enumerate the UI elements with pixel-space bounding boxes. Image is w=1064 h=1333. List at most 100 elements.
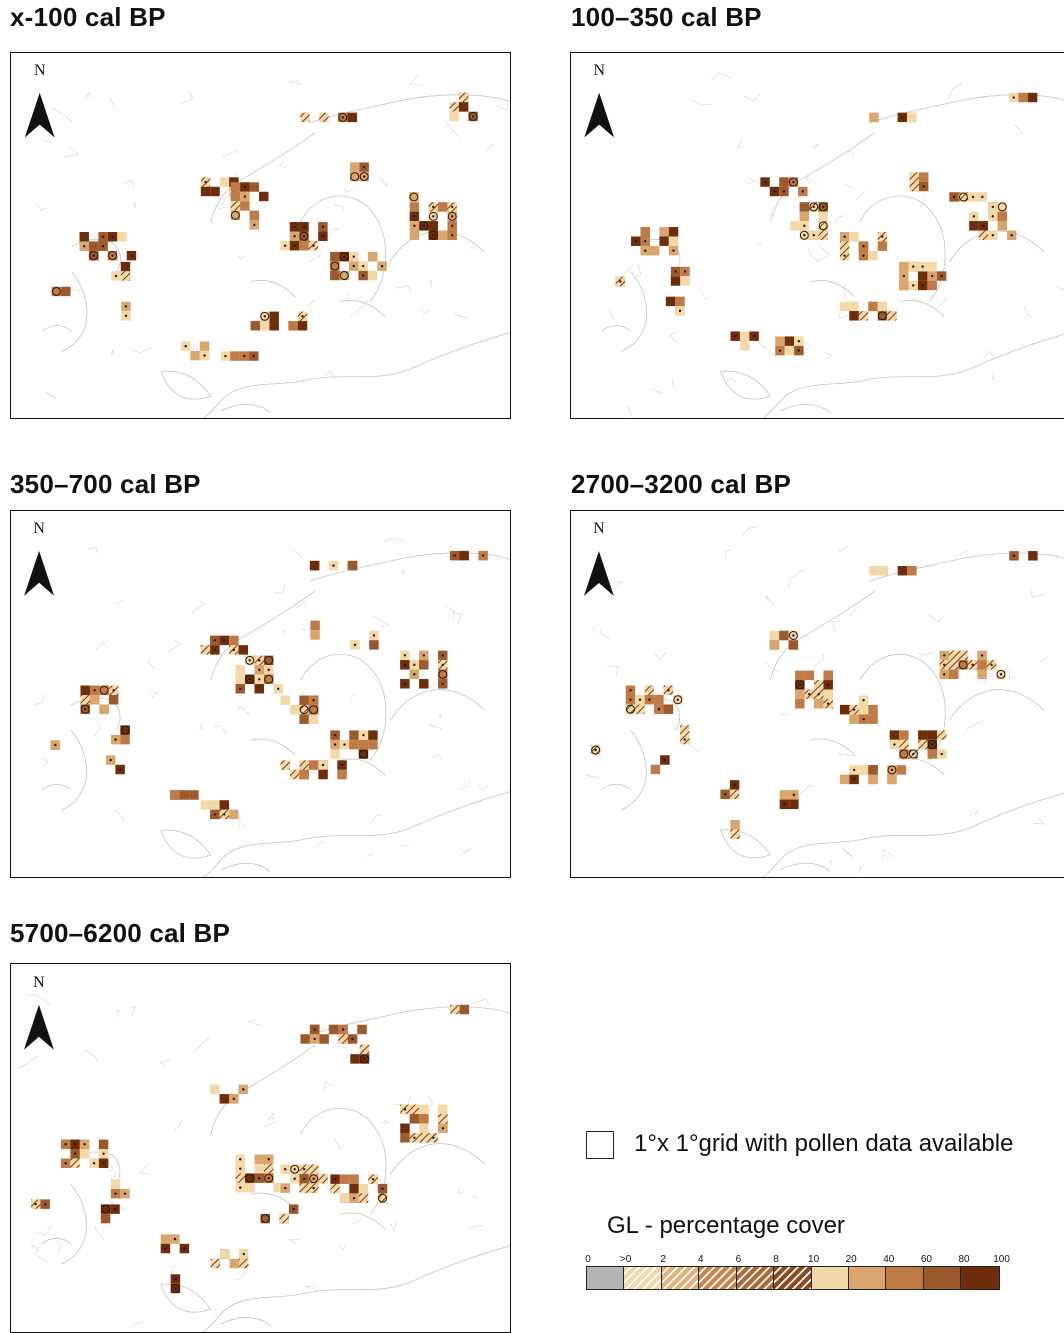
border-line [350, 692, 356, 704]
border-line [840, 150, 855, 157]
site-dot [432, 234, 435, 237]
site-dot [808, 693, 811, 696]
grid-cell [659, 227, 669, 237]
grid-cell [1018, 92, 1028, 103]
grid-cell [997, 202, 1007, 212]
grid-cell [649, 245, 660, 256]
site-dot [971, 663, 974, 667]
grid-cell-hatched [909, 172, 919, 182]
coastline [220, 863, 271, 873]
site-dot [451, 205, 454, 209]
scale-tick-label: 40 [883, 1254, 895, 1265]
border-line [668, 331, 679, 344]
site-circle [378, 1193, 387, 1203]
site-dot [441, 682, 444, 685]
grid-cell [99, 685, 109, 695]
grid-cell [263, 674, 274, 685]
coastline [160, 1283, 212, 1313]
site-dot [112, 689, 115, 692]
grid-cell [349, 739, 359, 750]
grid-cell [897, 566, 908, 576]
grid-cell [299, 695, 309, 705]
grid-cell [260, 1213, 270, 1224]
grid-cell [51, 286, 62, 297]
coastline [620, 271, 647, 352]
site-dot [451, 215, 454, 218]
site-dot [657, 707, 661, 711]
grid-cell [969, 221, 979, 231]
grid-cell [769, 640, 780, 650]
map-svg: N [24, 62, 510, 418]
border-line [725, 550, 732, 561]
border-line [147, 660, 155, 669]
grid-cell [310, 630, 320, 640]
grid-cell [459, 1004, 470, 1015]
border-line [457, 1188, 462, 1195]
scale-swatch-hatched [774, 1267, 812, 1289]
grid-cell [330, 749, 340, 759]
site-dot [778, 349, 782, 352]
border-line [940, 295, 947, 307]
grid-cell [917, 271, 928, 281]
site-circle [908, 749, 918, 759]
border-line [344, 186, 359, 193]
grid-cell [438, 669, 448, 680]
grid-cell [419, 1123, 429, 1134]
grid-cell [896, 765, 907, 775]
border-line [108, 1197, 127, 1211]
grid-cell [675, 296, 685, 307]
grid-cell [795, 670, 805, 681]
border-line [824, 352, 834, 359]
site-dot [124, 305, 128, 308]
site-circle [927, 740, 937, 750]
border-line [1023, 306, 1033, 320]
site-dot [990, 663, 993, 667]
coastline [250, 280, 296, 297]
site-dot [890, 768, 894, 772]
border-line [612, 581, 623, 587]
grid-cell [61, 286, 71, 297]
site-dot [293, 244, 296, 247]
grid-cell-hatched [948, 650, 959, 661]
grid-cell-hatched [377, 1193, 388, 1203]
border-line [301, 628, 308, 631]
border-line [811, 143, 819, 149]
grid-cell [230, 182, 241, 192]
site-dot [224, 354, 227, 358]
site-dot [991, 215, 994, 218]
border-line [882, 848, 895, 859]
grid-cell [330, 261, 340, 271]
coastline [389, 1143, 486, 1175]
site-dot [73, 1152, 77, 1155]
grid-cell [179, 790, 190, 800]
grid-cell [927, 280, 937, 291]
site-dot [184, 344, 187, 348]
site-circle [245, 655, 255, 665]
scale-swatch [587, 1267, 625, 1289]
legend-title: GL - percentage cover [607, 1212, 845, 1239]
grid-cell [235, 674, 246, 685]
north-arrow-icon [583, 551, 614, 596]
border-line [216, 203, 233, 210]
site-dot [683, 270, 687, 273]
site-dot [594, 748, 597, 752]
border-line [837, 311, 853, 320]
panel-title: 100–350 cal BP [571, 2, 762, 32]
grid-cell [189, 790, 199, 800]
scale-tick-label: 4 [698, 1254, 704, 1265]
color-scale-bar [586, 1266, 1000, 1290]
site-circle [120, 725, 130, 735]
border-line [654, 651, 667, 661]
grid-cell [79, 1148, 90, 1159]
border-line [330, 228, 339, 234]
border-line [398, 844, 410, 847]
grid-cell-hatched [70, 1158, 80, 1168]
border-line [199, 723, 204, 731]
scale-tick-label: 0 [585, 1254, 591, 1265]
border-line [476, 782, 489, 791]
border-line [710, 72, 733, 81]
grid-cell [350, 162, 360, 172]
site-dot [362, 733, 365, 737]
grid-cell [273, 1182, 283, 1193]
border-line [919, 194, 926, 207]
